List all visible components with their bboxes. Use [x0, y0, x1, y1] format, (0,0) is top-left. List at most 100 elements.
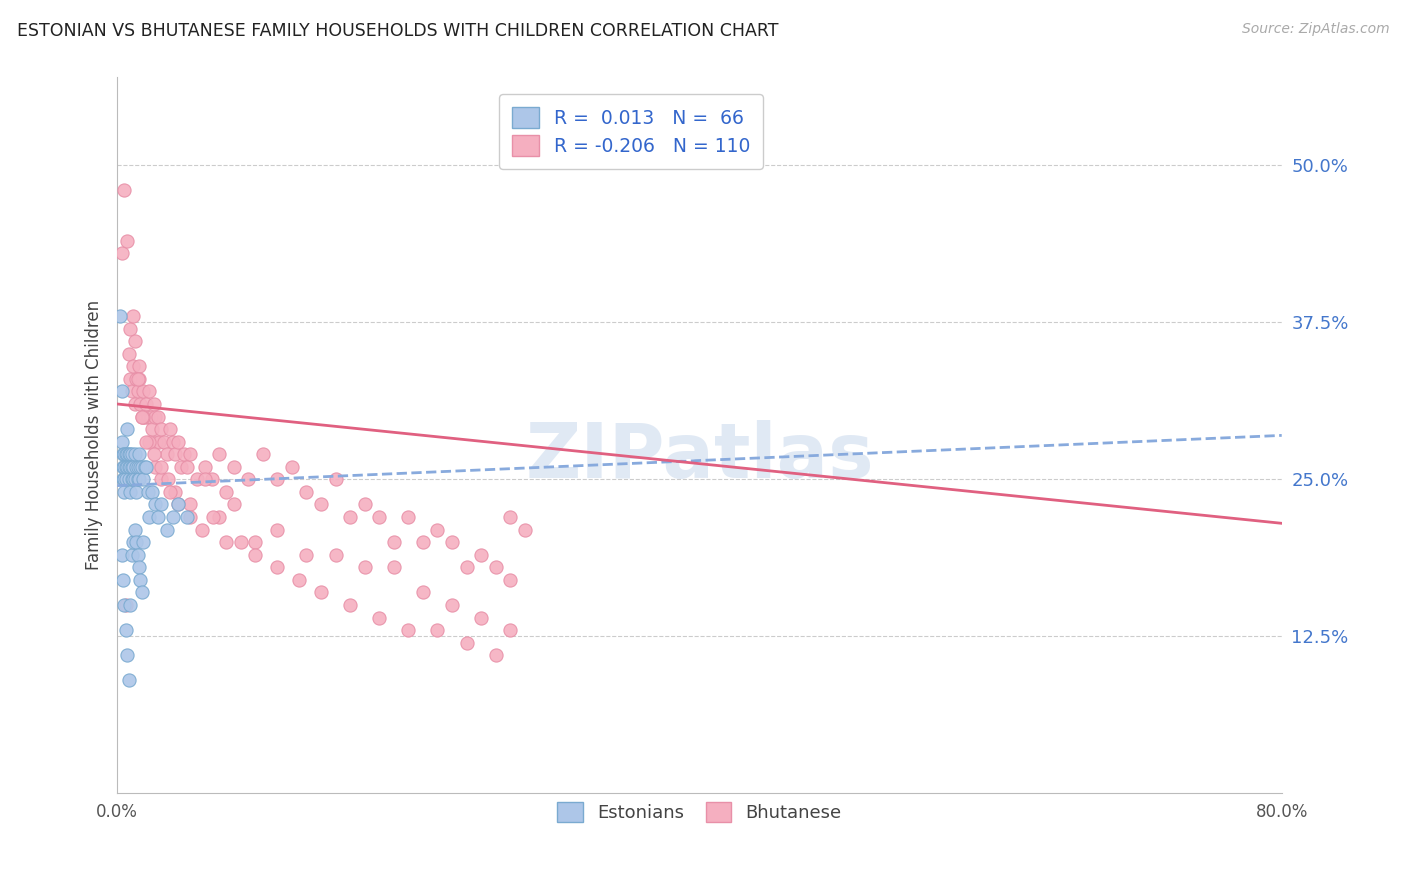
Point: [117, 447, 139, 461]
Point: [136, 484, 159, 499]
Point: [295, 548, 318, 562]
Point: [156, 523, 179, 537]
Point: [222, 459, 245, 474]
Point: [114, 472, 136, 486]
Point: [122, 359, 145, 374]
Point: [309, 585, 332, 599]
Point: [118, 673, 141, 688]
Point: [173, 447, 195, 461]
Point: [309, 498, 332, 512]
Point: [162, 434, 184, 449]
Point: [125, 535, 148, 549]
Point: [382, 535, 405, 549]
Point: [470, 610, 492, 624]
Point: [152, 434, 174, 449]
Point: [368, 510, 391, 524]
Point: [426, 523, 449, 537]
Point: [165, 484, 187, 499]
Point: [266, 560, 288, 574]
Point: [111, 447, 134, 461]
Point: [222, 498, 245, 512]
Point: [131, 459, 153, 474]
Point: [125, 484, 148, 499]
Point: [117, 459, 139, 474]
Point: [127, 384, 149, 399]
Point: [193, 459, 215, 474]
Text: ESTONIAN VS BHUTANESE FAMILY HOUSEHOLDS WITH CHILDREN CORRELATION CHART: ESTONIAN VS BHUTANESE FAMILY HOUSEHOLDS …: [17, 22, 779, 40]
Point: [295, 484, 318, 499]
Point: [118, 459, 141, 474]
Point: [129, 573, 152, 587]
Point: [143, 409, 166, 424]
Point: [245, 548, 267, 562]
Point: [470, 548, 492, 562]
Point: [179, 510, 201, 524]
Point: [159, 422, 181, 436]
Point: [499, 573, 522, 587]
Point: [215, 484, 238, 499]
Point: [127, 472, 149, 486]
Point: [115, 623, 138, 637]
Point: [111, 573, 134, 587]
Point: [353, 560, 375, 574]
Point: [186, 472, 208, 486]
Point: [115, 447, 138, 461]
Point: [208, 510, 231, 524]
Point: [440, 535, 463, 549]
Legend: Estonians, Bhutanese: Estonians, Bhutanese: [544, 789, 855, 834]
Point: [131, 409, 153, 424]
Point: [110, 384, 132, 399]
Point: [132, 535, 155, 549]
Point: [412, 585, 434, 599]
Point: [229, 535, 252, 549]
Point: [128, 472, 150, 486]
Point: [128, 560, 150, 574]
Point: [127, 459, 149, 474]
Point: [456, 560, 478, 574]
Point: [132, 409, 155, 424]
Point: [129, 397, 152, 411]
Point: [426, 623, 449, 637]
Point: [122, 309, 145, 323]
Point: [499, 623, 522, 637]
Point: [124, 334, 146, 349]
Point: [162, 510, 184, 524]
Point: [412, 535, 434, 549]
Point: [139, 409, 162, 424]
Point: [131, 409, 153, 424]
Point: [143, 459, 166, 474]
Point: [110, 434, 132, 449]
Point: [145, 434, 167, 449]
Point: [117, 422, 139, 436]
Point: [167, 498, 190, 512]
Point: [149, 498, 172, 512]
Point: [485, 560, 508, 574]
Point: [138, 510, 160, 524]
Text: Source: ZipAtlas.com: Source: ZipAtlas.com: [1241, 22, 1389, 37]
Point: [499, 510, 522, 524]
Point: [128, 372, 150, 386]
Point: [120, 459, 142, 474]
Point: [179, 498, 201, 512]
Point: [118, 447, 141, 461]
Point: [266, 523, 288, 537]
Point: [141, 422, 163, 436]
Point: [128, 359, 150, 374]
Point: [167, 434, 190, 449]
Point: [114, 484, 136, 499]
Point: [202, 510, 225, 524]
Point: [135, 434, 157, 449]
Point: [121, 548, 143, 562]
Point: [120, 598, 142, 612]
Point: [179, 447, 201, 461]
Point: [110, 548, 132, 562]
Point: [485, 648, 508, 663]
Point: [167, 498, 190, 512]
Point: [148, 434, 170, 449]
Point: [118, 347, 141, 361]
Point: [142, 397, 165, 411]
Point: [135, 397, 157, 411]
Point: [120, 484, 142, 499]
Point: [132, 472, 155, 486]
Point: [110, 246, 132, 260]
